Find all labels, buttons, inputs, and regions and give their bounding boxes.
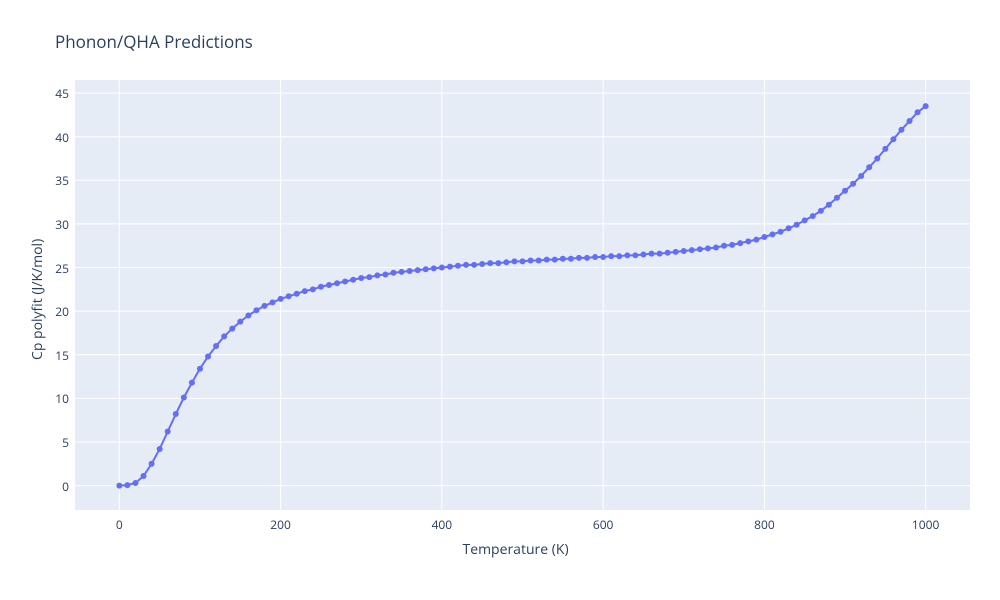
x-tick: 400 <box>422 516 462 533</box>
y-tick: 10 <box>35 390 69 407</box>
y-tick: 30 <box>35 216 69 233</box>
x-tick: 1000 <box>906 516 946 533</box>
y-tick: 35 <box>35 172 69 189</box>
y-tick: 0 <box>35 478 69 495</box>
x-axis-label: Temperature (K) <box>463 540 569 559</box>
x-tick: 200 <box>261 516 301 533</box>
chart-container: Phonon/QHA Predictions 02004006008001000… <box>0 0 1000 600</box>
y-tick: 45 <box>35 85 69 102</box>
y-tick: 40 <box>35 129 69 146</box>
y-tick: 5 <box>35 434 69 451</box>
chart-title: Phonon/QHA Predictions <box>55 30 253 53</box>
x-tick: 0 <box>99 516 139 533</box>
x-tick: 600 <box>583 516 623 533</box>
x-tick: 800 <box>744 516 784 533</box>
plot-area[interactable] <box>75 80 970 510</box>
y-axis-label: Cp polyfit (J/K/mol) <box>28 239 47 360</box>
